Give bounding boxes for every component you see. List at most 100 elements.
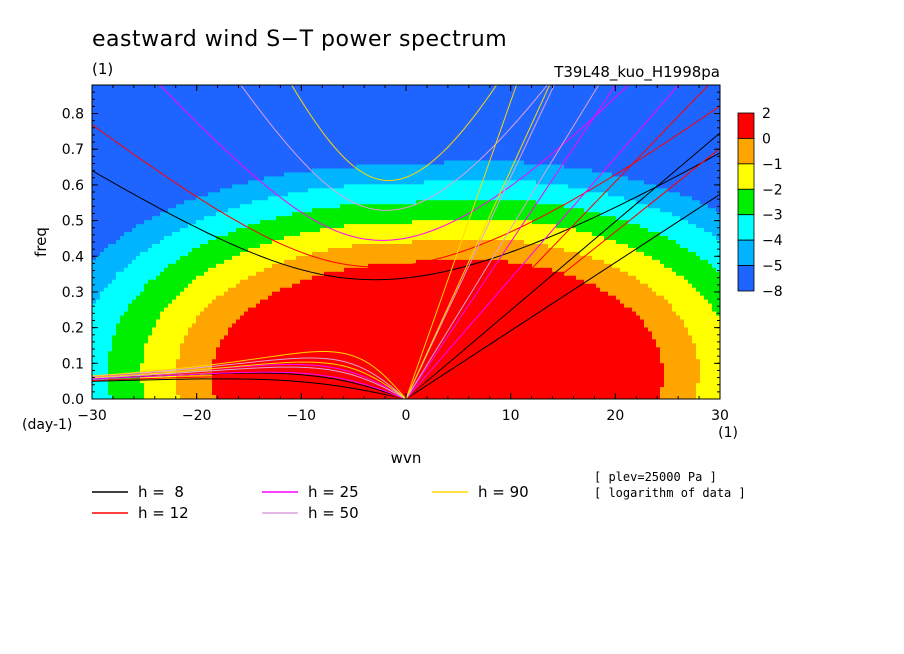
contour-cell bbox=[448, 108, 453, 114]
contour-cell bbox=[680, 156, 685, 162]
contour-cell bbox=[540, 96, 545, 102]
contour-cell bbox=[104, 96, 109, 102]
contour-cell bbox=[312, 208, 317, 213]
contour-cell bbox=[504, 144, 509, 150]
contour-cell bbox=[516, 152, 521, 158]
contour-cell bbox=[660, 112, 665, 118]
contour-cell bbox=[584, 100, 589, 106]
contour-cell bbox=[160, 204, 165, 209]
contour-cell bbox=[456, 116, 461, 122]
contour-cell bbox=[352, 124, 357, 130]
contour-cell bbox=[444, 88, 449, 94]
contour-cell bbox=[632, 108, 637, 114]
contour-cell bbox=[364, 144, 369, 150]
contour-cell bbox=[500, 164, 505, 170]
contour-cell bbox=[164, 188, 169, 193]
contour-cell bbox=[368, 132, 373, 138]
contour-cell bbox=[544, 148, 549, 154]
contour-cell bbox=[620, 132, 625, 138]
contour-cell bbox=[396, 176, 401, 181]
contour-cell bbox=[156, 188, 161, 193]
contour-cell bbox=[452, 116, 457, 122]
contour-cell bbox=[712, 88, 717, 94]
contour-cell bbox=[152, 184, 157, 189]
contour-cell bbox=[452, 124, 457, 130]
contour-cell bbox=[512, 108, 517, 114]
contour-cell bbox=[688, 168, 693, 174]
contour-cell bbox=[332, 116, 337, 122]
contour-cell bbox=[624, 132, 629, 138]
contour-cell bbox=[188, 184, 193, 189]
contour-cell bbox=[392, 112, 397, 118]
contour-cell bbox=[184, 112, 189, 118]
contour-cell bbox=[392, 124, 397, 130]
contour-cell bbox=[468, 120, 473, 126]
contour-cell bbox=[156, 160, 161, 166]
contour-cell bbox=[240, 124, 245, 130]
contour-cell bbox=[312, 148, 317, 154]
contour-cell bbox=[192, 104, 197, 110]
contour-cell bbox=[672, 104, 677, 110]
contour-cell bbox=[608, 200, 613, 205]
contour-cell bbox=[184, 136, 189, 142]
contour-cell bbox=[516, 120, 521, 126]
contour-cell bbox=[488, 96, 493, 102]
contour-cell bbox=[164, 140, 169, 146]
contour-cell bbox=[556, 112, 561, 118]
contour-cell bbox=[336, 128, 341, 134]
contour-cell bbox=[360, 120, 365, 126]
contour-cell bbox=[164, 164, 169, 170]
contour-cell bbox=[488, 108, 493, 114]
contour-cell bbox=[396, 156, 401, 162]
contour-cell bbox=[288, 132, 293, 138]
contour-cell bbox=[288, 164, 293, 170]
contour-cell bbox=[260, 96, 265, 102]
contour-cell bbox=[508, 188, 513, 193]
contour-cell bbox=[116, 164, 121, 170]
contour-cell bbox=[628, 176, 633, 181]
contour-cell bbox=[208, 164, 213, 170]
contour-cell bbox=[160, 104, 165, 110]
contour-cell bbox=[432, 156, 437, 162]
contour-cell bbox=[352, 156, 357, 162]
contour-cell bbox=[320, 208, 325, 213]
contour-cell bbox=[712, 156, 717, 162]
contour-cell bbox=[148, 144, 153, 150]
contour-cell bbox=[512, 112, 517, 118]
contour-cell bbox=[500, 152, 505, 158]
contour-cell bbox=[268, 85, 273, 90]
contour-cell bbox=[280, 176, 285, 181]
contour-cell bbox=[596, 116, 601, 122]
contour-cell bbox=[492, 180, 497, 185]
contour-cell bbox=[204, 196, 209, 201]
contour-cell bbox=[404, 108, 409, 114]
contour-cell bbox=[196, 176, 201, 181]
contour-cell bbox=[432, 168, 437, 174]
contour-cell bbox=[256, 160, 261, 166]
contour-cell bbox=[704, 192, 709, 197]
contour-cell bbox=[668, 152, 673, 158]
contour-cell bbox=[568, 208, 573, 213]
contour-cell bbox=[280, 124, 285, 130]
contour-cell bbox=[384, 104, 389, 110]
contour-cell bbox=[384, 108, 389, 114]
contour-cell bbox=[436, 152, 441, 158]
contour-cell bbox=[304, 180, 309, 185]
contour-cell bbox=[260, 132, 265, 138]
contour-cell bbox=[220, 172, 225, 178]
contour-cell bbox=[572, 136, 577, 142]
contour-cell bbox=[696, 168, 701, 174]
contour-cell bbox=[120, 92, 125, 98]
contour-cell bbox=[96, 112, 101, 118]
contour-cell bbox=[412, 188, 417, 193]
contour-cell bbox=[528, 156, 533, 162]
contour-cell bbox=[340, 124, 345, 130]
contour-cell bbox=[324, 156, 329, 162]
contour-cell bbox=[420, 204, 425, 209]
contour-cell bbox=[580, 188, 585, 193]
contour-cell bbox=[400, 116, 405, 122]
contour-cell bbox=[592, 132, 597, 138]
contour-cell bbox=[216, 196, 221, 201]
contour-cell bbox=[676, 104, 681, 110]
contour-cell bbox=[472, 96, 477, 102]
